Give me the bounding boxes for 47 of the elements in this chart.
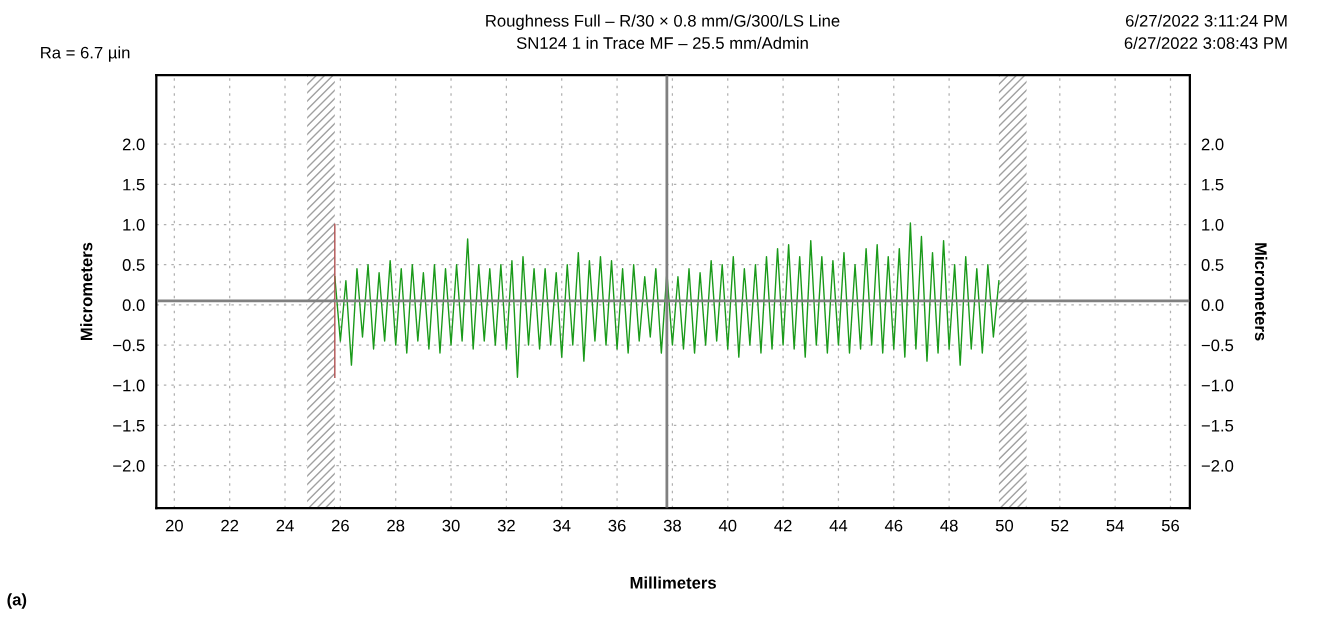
y2-tick-label: 0.0 <box>1201 299 1224 312</box>
x-tick-label: 54 <box>1106 519 1124 532</box>
y-tick-label: 0.0 <box>122 299 145 312</box>
y2-axis-title: Micrometers <box>1254 243 1268 341</box>
text: 6/27/2022 3:11:24 PM <box>1125 14 1287 27</box>
x-tick-label: 42 <box>774 519 792 532</box>
x-tick-label: 50 <box>995 519 1014 532</box>
x-tick-label: 46 <box>884 519 903 532</box>
y2-tick-label: 1.0 <box>1202 218 1224 231</box>
y-tick-label: −0.5 <box>113 339 145 352</box>
y-tick-label: −1.5 <box>113 419 145 432</box>
x-tick-label: 52 <box>1051 519 1069 532</box>
chart-subtitle: SN124 1 in Trace MF – 25.5 mm/Admin <box>516 36 808 49</box>
chart-title: Roughness Full – R/30 × 0.8 mm/G/300/LS Line <box>486 14 840 31</box>
y-axis-title: Micrometers <box>80 242 93 341</box>
x-tick-label: 44 <box>829 519 848 532</box>
x-tick-label: 48 <box>940 519 958 532</box>
x-tick-label: 32 <box>497 519 515 532</box>
y-tick-label: 2.0 <box>122 138 145 151</box>
x-tick-label: 28 <box>387 519 405 532</box>
x-tick-label: 20 <box>165 519 183 532</box>
x-tick-label: 36 <box>608 519 626 532</box>
text: Ra = 6.7 µin <box>41 46 130 62</box>
y2-tick-label: −2.0 <box>1201 459 1234 472</box>
x-tick-label: 56 <box>1161 519 1180 532</box>
x-tick-label: 22 <box>221 519 239 532</box>
x-tick-label: 30 <box>442 519 460 532</box>
text: (a) <box>7 593 27 609</box>
y-tick-label: 0.5 <box>122 259 145 271</box>
x-tick-label: 26 <box>331 519 349 532</box>
line-series <box>334 222 1000 378</box>
y-tick-label: 1.5 <box>123 178 145 191</box>
y-tick-label: −2.0 <box>113 459 145 472</box>
x-tick-label: 24 <box>276 519 294 532</box>
x-tick-label: 40 <box>718 519 737 532</box>
y2-tick-label: −1.5 <box>1201 419 1234 432</box>
x-axis-title: Millimeters <box>630 576 716 589</box>
y-tick-label: 1.0 <box>123 218 145 231</box>
x-tick-label: 38 <box>663 519 681 532</box>
text: 6/27/2022 3:08:43 PM <box>1124 36 1287 49</box>
y2-tick-label: 1.5 <box>1202 178 1224 191</box>
y2-tick-label: 2.0 <box>1201 138 1224 151</box>
y-tick-label: −1.0 <box>113 379 145 392</box>
y2-tick-label: −1.0 <box>1201 379 1234 392</box>
x-tick-label: 34 <box>553 519 571 532</box>
y2-tick-label: 0.5 <box>1201 259 1224 271</box>
y2-tick-label: −0.5 <box>1201 339 1234 352</box>
